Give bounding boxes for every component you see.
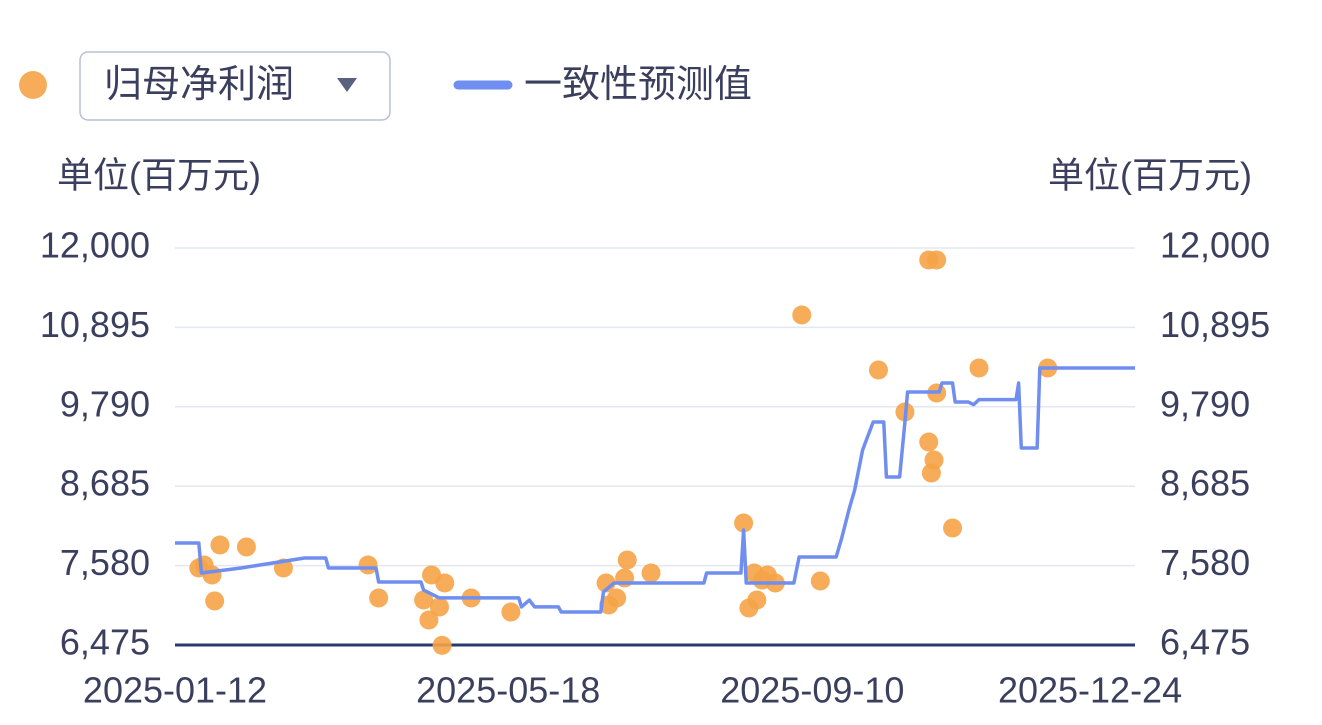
scatter-point	[358, 555, 378, 575]
scatter-point	[202, 565, 222, 585]
scatter-point	[210, 535, 230, 555]
scatter-point	[369, 588, 389, 608]
scatter-point	[868, 360, 888, 380]
scatter-point	[205, 591, 225, 611]
y2-tick-label: 6,475	[1160, 622, 1250, 663]
y-tick-label: 12,000	[40, 225, 150, 266]
y-tick-label: 10,895	[40, 304, 150, 345]
x-tick-label: 2025-09-10	[720, 670, 904, 711]
scatter-point	[432, 635, 452, 655]
scatter-point	[617, 550, 637, 570]
dropdown[interactable]	[79, 51, 391, 121]
y-unit-label: 单位(百万元)	[57, 155, 261, 196]
y2-tick-label: 7,580	[1160, 542, 1250, 583]
y-tick-label: 9,790	[60, 383, 150, 424]
y2-tick-label: 10,895	[1160, 304, 1270, 345]
y2-tick-label: 12,000	[1160, 225, 1270, 266]
scatter-point	[919, 432, 939, 452]
scatter-point	[810, 571, 830, 591]
scatter-point	[969, 358, 989, 378]
scatter-point	[414, 590, 434, 610]
scatter-point	[501, 602, 521, 622]
scatter-point	[641, 563, 661, 583]
scatter-point	[607, 588, 627, 608]
y2-unit-label: 单位(百万元)	[1048, 155, 1252, 196]
scatter-point	[747, 590, 767, 610]
y-tick-label: 6,475	[60, 622, 150, 663]
legend-label: 一致性预测值	[524, 64, 752, 106]
x-tick-label: 2025-05-18	[416, 670, 600, 711]
dropdown-label[interactable]: 归母净利润	[104, 64, 294, 106]
scatter-point	[943, 518, 963, 538]
scatter-point	[792, 305, 812, 325]
forecast-line	[175, 366, 1135, 614]
scatter-point	[429, 597, 449, 617]
y2-tick-label: 9,790	[1160, 383, 1250, 424]
x-tick-label: 2025-01-12	[83, 670, 267, 711]
dropdown-arrow[interactable]	[337, 78, 357, 92]
scatter-point	[734, 513, 754, 533]
y-tick-label: 7,580	[60, 542, 150, 583]
y-tick-label: 8,685	[60, 463, 150, 504]
legend-dot	[19, 71, 47, 99]
scatter-point	[419, 610, 439, 630]
y2-tick-label: 8,685	[1160, 463, 1250, 504]
x-tick-label: 2025-12-24	[998, 670, 1182, 711]
scatter-point	[435, 573, 455, 593]
scatter-point	[927, 250, 947, 270]
scatter-point	[924, 450, 944, 470]
scatter-point	[236, 537, 256, 557]
